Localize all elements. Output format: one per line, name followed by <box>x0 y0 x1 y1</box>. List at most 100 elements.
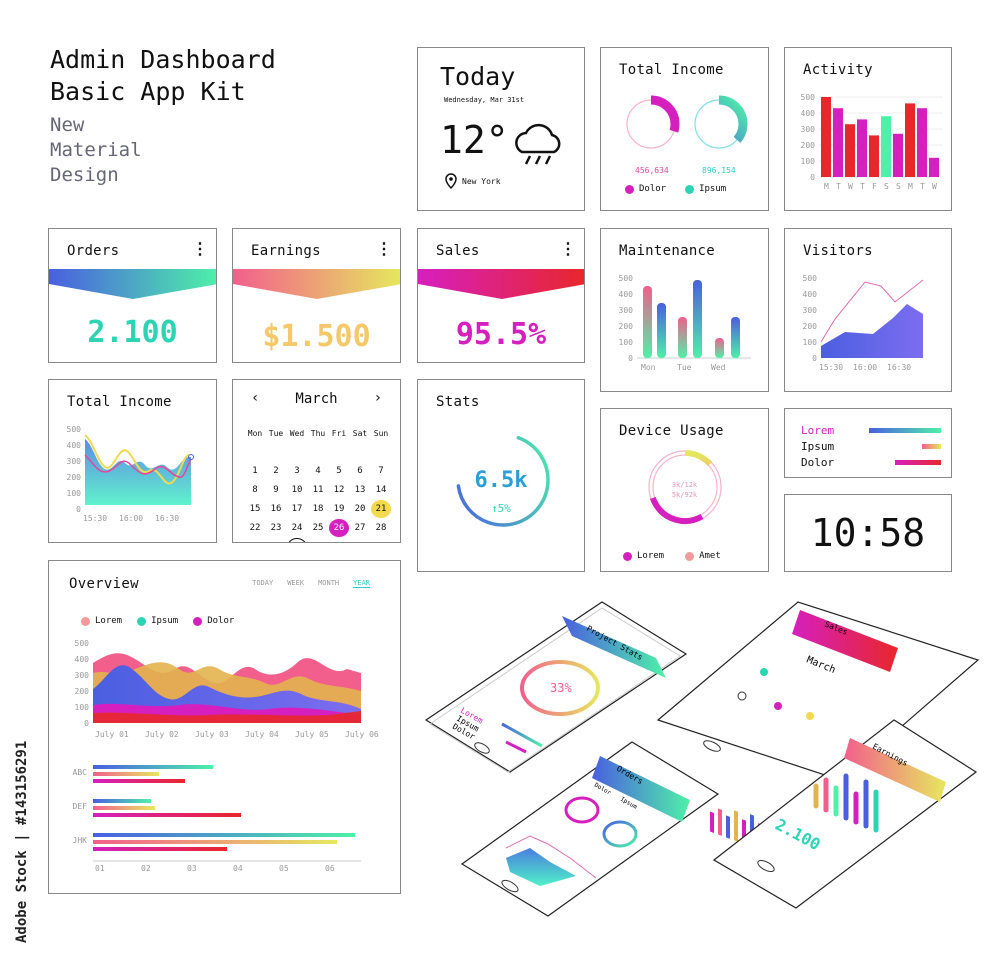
sales-card[interactable]: Sales ⋮ 95.5% <box>417 228 585 363</box>
calendar-day[interactable]: 7 <box>378 465 384 476</box>
card-title: Total Income <box>619 62 724 78</box>
calendar-day[interactable]: 29 <box>245 538 265 543</box>
activity-bar <box>929 157 939 177</box>
lorem-bars-card[interactable]: Lorem Ipsum Dolor <box>784 408 952 478</box>
calendar-day[interactable]: 6 <box>357 465 363 476</box>
calendar-day[interactable]: 4 <box>315 465 321 476</box>
visitors-chart: 500 400 300 200 100 0 15:30 16:00 16:30 <box>803 274 924 372</box>
calendar-day[interactable]: 20 <box>354 503 366 514</box>
calendar-day[interactable]: 3 <box>350 538 370 543</box>
calendar-day[interactable]: 13 <box>354 484 366 495</box>
calendar-day[interactable]: 17 <box>291 503 303 514</box>
bar <box>657 303 666 358</box>
calendar-day[interactable]: 12 <box>333 484 345 495</box>
calendar-day[interactable]: 28 <box>375 522 387 533</box>
earnings-card[interactable]: Earnings ⋮ $1.500 <box>232 228 401 363</box>
tab-year[interactable]: YEAR <box>353 579 370 588</box>
device-usage-card[interactable]: Device Usage 3k/12k 5k/92k Lorem Amet <box>600 408 769 572</box>
calendar-day[interactable]: 31 <box>287 537 307 542</box>
earnings-banner <box>233 269 400 299</box>
activity-bar <box>893 133 903 177</box>
calendar-day[interactable]: 10 <box>291 484 303 495</box>
calendar-day[interactable]: 5 <box>336 465 342 476</box>
calendar-day[interactable]: 23 <box>270 522 282 533</box>
more-vert-icon[interactable]: ⋮ <box>376 239 392 258</box>
calendar-day[interactable]: 9 <box>273 484 279 495</box>
x-label: July 05 <box>295 730 329 739</box>
kit-title-line2: Basic App Kit <box>50 77 246 106</box>
cloud-rain-icon <box>515 123 561 165</box>
total-income-area-card[interactable]: Total Income 500 400 300 200 100 0 15:30 16:0… <box>48 379 217 543</box>
y-tick: 400 <box>803 290 818 299</box>
calendar-day[interactable]: 16 <box>270 503 282 514</box>
stats-value: 6.5k <box>474 468 528 493</box>
prev-month-icon[interactable]: ‹ <box>251 390 260 406</box>
calendar-day[interactable]: 1 <box>308 538 328 543</box>
weekday-label: Thu <box>310 429 326 438</box>
card-title: Orders <box>67 243 120 259</box>
y-tick: 300 <box>75 671 90 680</box>
calendar-day[interactable]: 4 <box>371 538 391 543</box>
tab-today[interactable]: TODAY <box>252 579 274 587</box>
calendar-day[interactable]: 26 <box>329 518 349 537</box>
device-usage-ring <box>648 450 722 524</box>
y-tick: 0 <box>810 173 815 182</box>
calendar-day[interactable]: 1 <box>252 465 258 476</box>
card-title: Maintenance <box>619 243 716 259</box>
calendar-day <box>308 443 328 461</box>
activity-bar <box>881 116 891 177</box>
calendar-day[interactable]: 8 <box>252 484 258 495</box>
x-label: 15:30 <box>819 363 843 372</box>
total-income-ring-card[interactable]: Total Income 456,634 896,154 Dolor Ipsum <box>600 47 769 211</box>
weather-temp: 12° <box>440 118 509 162</box>
calendar-day[interactable]: 27 <box>354 522 366 533</box>
legend-dot <box>193 616 203 626</box>
more-vert-icon[interactable]: ⋮ <box>560 239 576 258</box>
watermark-text: Adobe Stock | #143156291 <box>14 741 30 943</box>
more-vert-icon[interactable]: ⋮ <box>192 239 208 258</box>
h-bar <box>93 779 185 783</box>
maintenance-card[interactable]: Maintenance 500 400 300 200 100 0 Mon Tue Wed <box>600 228 769 392</box>
calendar-day[interactable]: 24 <box>291 522 303 533</box>
weather-location: New York <box>462 177 501 186</box>
calendar-day[interactable]: 22 <box>249 522 261 533</box>
overview-card[interactable]: Overview TODAY WEEK MONTH YEAR Lorem Ipsum Do… <box>48 560 401 894</box>
tab-week[interactable]: WEEK <box>287 579 305 587</box>
calendar-grid: Mon Tue Wed Thu Fri Sat Sun 1 2 3 4 5 6 7 8 9 10 11 12 13 1… <box>245 426 391 543</box>
y-tick: 0 <box>76 505 81 514</box>
calendar-day[interactable]: 25 <box>312 522 324 533</box>
y-tick: 200 <box>75 687 90 696</box>
calendar-month: March <box>295 391 338 407</box>
lorem-bar <box>868 427 941 433</box>
activity-card[interactable]: Activity 500 400 300 200 100 0 M T W T F S S M T W <box>784 47 952 211</box>
h-bar <box>93 833 355 837</box>
stats-change: ↑5% <box>491 502 511 515</box>
y-tick: 0 <box>84 719 89 728</box>
calendar-day[interactable]: 15 <box>249 503 261 514</box>
x-label: 16:00 <box>853 363 877 372</box>
overview-chart: 500 400 300 200 100 0 July 01 July 02 July 03 Ju… <box>73 639 379 873</box>
calendar-day[interactable]: 19 <box>333 503 345 514</box>
bar <box>715 338 724 358</box>
calendar-day[interactable]: 30 <box>266 538 286 543</box>
calendar-day <box>266 443 286 461</box>
stats-card[interactable]: Stats 6.5k ↑5% <box>417 379 585 572</box>
weather-card[interactable]: Today Wednesday, Mar 31st 12° New York <box>417 47 585 211</box>
kit-title: Admin Dashboard Basic App Kit <box>50 44 276 108</box>
x-label: July 03 <box>195 730 229 739</box>
visitors-card[interactable]: Visitors 500 400 300 200 100 0 15:30 16:00 16… <box>784 228 952 392</box>
calendar-day[interactable]: 18 <box>312 503 324 514</box>
overview-tabs: TODAY WEEK MONTH YEAR <box>252 579 370 588</box>
weather-date: Wednesday, Mar 31st <box>444 96 525 104</box>
card-title: Activity <box>803 62 873 78</box>
orders-card[interactable]: Orders ⋮ 2.100 <box>48 228 217 363</box>
calendar-day[interactable]: 2 <box>329 538 349 543</box>
tab-month[interactable]: MONTH <box>318 579 340 587</box>
calendar-day[interactable]: 2 <box>273 465 279 476</box>
calendar-day[interactable]: 14 <box>375 484 387 495</box>
calendar-day[interactable]: 3 <box>294 465 300 476</box>
calendar-day[interactable]: 11 <box>312 484 324 495</box>
calendar-day[interactable]: 21 <box>371 499 391 518</box>
next-month-icon[interactable]: › <box>373 390 382 406</box>
